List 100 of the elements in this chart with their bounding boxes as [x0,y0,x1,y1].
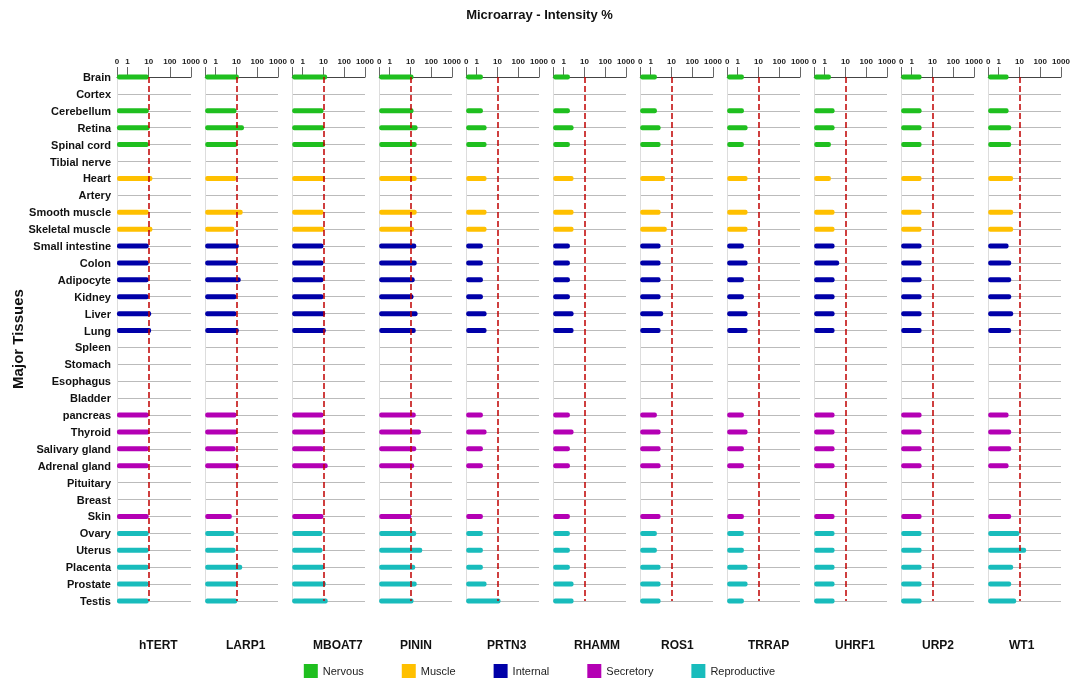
x-tick-label: 1000 [617,56,636,66]
x-tick-label: 0 [551,56,556,66]
y-tick-label: Lung [84,324,111,337]
x-tick-label: 1 [474,56,480,66]
x-tick-label: 100 [1033,56,1048,66]
y-tick-label: Ovary [79,527,112,540]
x-tick-label: 10 [492,56,503,66]
y-tick-label: Thyroid [70,425,111,438]
y-tick-label: Tibial nerve [50,155,111,168]
x-tick-label: 100 [772,56,787,66]
x-tick-label: 10 [144,56,154,66]
x-tick-label: 10 [579,56,590,66]
x-tick-label: 1000 [356,56,375,66]
x-tick-label: 1 [735,56,741,66]
x-tick-label: 1000 [443,56,462,66]
x-tick-label: 100 [598,56,613,66]
x-tick-label: 0 [986,56,991,66]
x-tick-label: 1000 [704,56,723,66]
x-tick-label: 0 [812,56,817,66]
y-tick-label: Breast [76,493,112,506]
x-tick-label: 10 [927,56,938,66]
x-tick-label: 10 [840,56,851,66]
x-tick-label: 100 [163,56,178,66]
x-tick-label: 1000 [965,56,984,66]
x-tick-label: 1000 [791,56,810,66]
y-tick-label: Skin [87,510,112,523]
y-tick-label: Testis [80,595,111,607]
x-tick-label: 1000 [182,56,201,66]
x-tick-label: 0 [464,56,469,66]
y-tick-label: Brain [82,71,112,83]
text: RHAMM [574,638,620,652]
y-tick-label: Liver [84,307,112,320]
x-tick-label: 0 [290,56,295,66]
y-tick-label: Skeletal muscle [28,223,111,236]
x-tick-label: 1 [561,56,567,66]
x-tick-label: 10 [231,56,242,66]
x-tick-label: 0 [203,56,208,66]
y-tick-label: Adipocyte [57,273,111,286]
x-tick-label: 1 [822,56,828,66]
legend-label: Nervous [322,665,365,677]
x-tick-label: 1 [213,56,219,66]
text: WT1 [1009,638,1035,652]
x-tick-label: 0 [638,56,643,66]
x-tick-label: 0 [377,56,382,66]
y-tick-label: Spleen [74,341,112,354]
x-tick-label: 1000 [269,56,288,66]
text: PININ [400,638,433,652]
y-tick-label: pancreas [62,409,111,422]
y-tick-label: Retina [77,121,112,134]
legend-label: Reproductive [710,665,776,677]
y-axis-title: Major Tissues [8,289,26,389]
y-tick-label: Pituitary [66,476,112,489]
text: URP2 [922,638,955,652]
x-tick-label: 1000 [878,56,897,66]
y-tick-label: Prostate [66,578,111,591]
x-tick-label: 10 [753,56,764,66]
x-tick-label: 10 [666,56,677,66]
legend-label: Internal [512,665,550,677]
x-tick-label: 10 [318,56,329,66]
y-tick-label: Placenta [65,561,112,574]
x-tick-label: 1 [909,56,915,66]
text: PRTN3 [487,638,527,652]
x-tick-label: 100 [859,56,874,66]
y-tick-label: Heart [82,172,112,185]
y-tick-label: Spinal cord [51,138,111,151]
y-tick-label: Colon [79,256,112,269]
legend-label: Secretory [606,665,654,677]
legend-label: Muscle [420,665,456,677]
x-tick-label: 1 [648,56,654,66]
x-tick-label: 100 [511,56,526,66]
y-tick-label: Bladder [70,392,112,405]
x-tick-label: 0 [725,56,730,66]
x-tick-label: 10 [405,56,416,66]
y-tick-label: Small intestine [33,240,111,253]
x-tick-label: 0 [899,56,904,66]
y-tick-label: Esophagus [51,375,111,388]
x-tick-label: 100 [424,56,439,66]
text: MBOAT7 [313,638,364,652]
x-tick-label: 100 [946,56,961,66]
y-tick-label: Artery [78,189,112,202]
y-tick-label: Uterus [76,544,111,557]
x-tick-label: 100 [685,56,700,66]
y-tick-label: Stomach [64,358,112,371]
y-tick-label: Salivary gland [36,442,111,455]
y-tick-label: Kidney [74,290,112,303]
x-tick-label: 1 [300,56,306,66]
x-tick-label: 1000 [1052,56,1071,66]
text: LARP1 [226,638,266,652]
x-tick-label: 10 [1014,56,1025,66]
text: UHRF1 [835,638,876,652]
x-tick-label: 1 [996,56,1002,66]
x-tick-label: 100 [337,56,352,66]
text: hTERT [139,638,179,652]
y-tick-label: Adrenal gland [37,459,111,472]
text: Microarray - Intensity % [466,7,614,22]
y-tick-label: Cortex [76,87,112,100]
text: TRRAP [748,638,790,652]
x-tick-label: 1 [125,56,131,66]
x-tick-label: 0 [114,56,120,66]
text: ROS1 [661,638,694,652]
